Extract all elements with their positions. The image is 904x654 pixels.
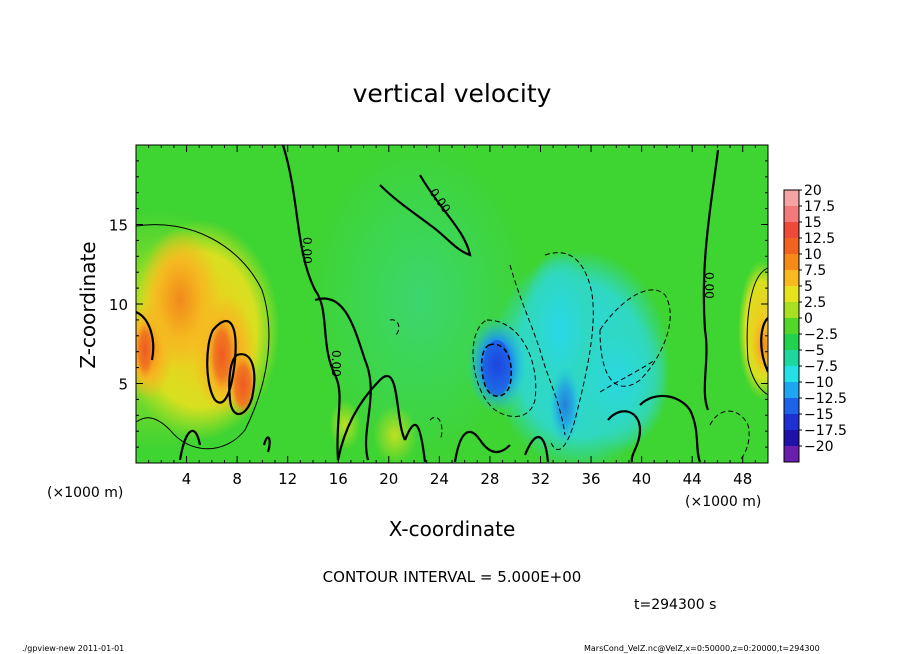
x-tick-label: 48 xyxy=(733,470,752,488)
colorbar-label: −7.5 xyxy=(804,359,838,375)
colorbar-swatch xyxy=(784,254,799,271)
colorbar-label: 20 xyxy=(804,183,822,199)
colorbar-swatch xyxy=(784,446,799,463)
x-tick-label: 44 xyxy=(683,470,702,488)
colorbar-label: 12.5 xyxy=(804,231,835,247)
colorbar-swatch xyxy=(784,350,799,367)
x-unit-right: (×1000 m) xyxy=(685,494,761,510)
colorbar-swatch xyxy=(784,286,799,303)
footer-right: MarsCond_VelZ.nc@VelZ,x=0:50000,z=0:2000… xyxy=(584,644,820,653)
y-tick-label: 5 xyxy=(118,376,128,394)
colorbar-label: 17.5 xyxy=(804,199,835,215)
colorbar-swatch xyxy=(784,238,799,255)
x-axis: 4 8 12 16 20 24 28 32 36 40 44 48 xyxy=(148,145,756,488)
y-axis: 5 10 15 xyxy=(109,160,768,448)
colorbar-label: −15 xyxy=(804,407,834,423)
x-tick-label: 8 xyxy=(232,470,242,488)
heatmap-field xyxy=(136,145,768,463)
colorbar-label: 2.5 xyxy=(804,295,826,311)
x-tick-label: 36 xyxy=(581,470,600,488)
x-tick-label: 28 xyxy=(480,470,499,488)
colorbar-swatch xyxy=(784,334,799,351)
colorbar-swatch xyxy=(784,190,799,207)
colorbar-label: 7.5 xyxy=(804,263,826,279)
contour-label: 0.00 xyxy=(702,272,716,299)
colorbar-frame xyxy=(783,189,800,463)
x-tick-label: 24 xyxy=(430,470,449,488)
colorbar-label: −5 xyxy=(804,343,825,359)
y-tick-label: 15 xyxy=(109,217,128,235)
x-unit-left: (×1000 m) xyxy=(47,485,123,501)
colorbar-swatch xyxy=(784,270,799,287)
colorbar-label: 5 xyxy=(804,279,813,295)
colorbar-swatch xyxy=(784,302,799,319)
contour-label-group: 0.00 0.00 0.00 0.00 xyxy=(300,186,716,377)
chart-title: vertical velocity xyxy=(353,79,552,108)
colorbar-label: −17.5 xyxy=(804,423,847,439)
time-text: t=294300 s xyxy=(634,597,716,613)
contour-label: 0.00 xyxy=(329,350,343,377)
colorbar-swatch xyxy=(784,318,799,335)
colorbar-label: −20 xyxy=(804,439,834,455)
footer-left: ./gpview-new 2011-01-01 xyxy=(22,644,124,653)
contour-lines xyxy=(136,145,768,463)
colorbar-label: 10 xyxy=(804,247,822,263)
colorbar-label: 15 xyxy=(804,215,822,231)
x-tick-label: 20 xyxy=(379,470,398,488)
colorbar-swatch xyxy=(784,366,799,383)
colorbar-label: 0 xyxy=(804,311,813,327)
x-tick-label: 12 xyxy=(278,470,297,488)
colorbar-swatch xyxy=(784,430,799,447)
colorbar-label: −12.5 xyxy=(804,391,847,407)
x-tick-label: 40 xyxy=(632,470,651,488)
colorbar-swatch xyxy=(784,414,799,431)
colorbar-swatch xyxy=(784,398,799,415)
colorbar-swatch xyxy=(784,206,799,223)
colorbar-swatch xyxy=(784,222,799,239)
y-axis-label: Z-coordinate xyxy=(76,241,100,368)
contour-label: 0.00 xyxy=(300,237,314,264)
x-tick-label: 16 xyxy=(329,470,348,488)
colorbar-label: −10 xyxy=(804,375,834,391)
colorbar: 2017.51512.5107.552.50−2.5−5−7.5−10−12.5… xyxy=(783,183,847,463)
y-tick-label: 10 xyxy=(109,296,128,314)
x-tick-label: 4 xyxy=(182,470,192,488)
contour-interval-text: CONTOUR INTERVAL = 5.000E+00 xyxy=(323,568,582,586)
colorbar-label: −2.5 xyxy=(804,327,838,343)
colorbar-swatch xyxy=(784,382,799,399)
x-tick-label: 32 xyxy=(531,470,550,488)
x-axis-label: X-coordinate xyxy=(389,517,516,541)
